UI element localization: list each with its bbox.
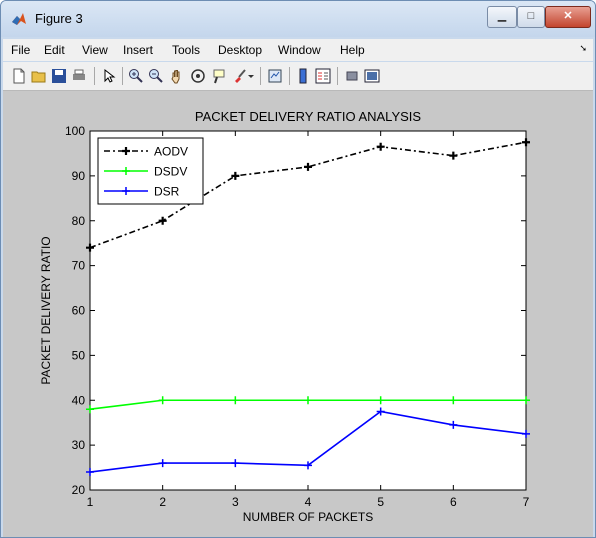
rotate-3d-icon[interactable]	[190, 68, 206, 84]
menu-help[interactable]: Help	[340, 43, 365, 57]
hide-plot-tools-icon[interactable]	[344, 68, 360, 84]
data-point-dsdv	[449, 396, 458, 405]
y-tick-label: 30	[72, 438, 86, 452]
data-point-aodv	[86, 243, 94, 252]
y-tick-label: 90	[72, 169, 86, 183]
title-bar: Figure 3 ▁ □ ✕	[1, 1, 595, 37]
data-point-dsdv	[376, 396, 385, 405]
data-point-aodv	[304, 162, 312, 171]
data-point-dsr	[158, 459, 167, 468]
data-point-dsr	[522, 429, 530, 438]
insert-legend-icon[interactable]	[315, 68, 331, 84]
link-plot-icon[interactable]	[267, 68, 283, 84]
data-point-aodv	[449, 151, 458, 160]
legend: AODV DSDV DSR	[97, 137, 204, 205]
menu-dock-arrow-icon[interactable]: ➘	[579, 43, 587, 53]
close-button[interactable]: ✕	[545, 6, 591, 28]
data-point-dsdv	[158, 396, 167, 405]
y-tick-label: 60	[72, 304, 86, 318]
y-tick-label: 20	[72, 483, 86, 497]
open-file-icon[interactable]	[31, 68, 47, 84]
menu-insert[interactable]: Insert	[123, 43, 154, 57]
show-plot-tools-icon[interactable]	[364, 68, 380, 84]
axis-ticks: 1 2 3 4 5 6 7 20 30 40 50 60 70 80 90 100	[65, 124, 530, 509]
maximize-button[interactable]: □	[517, 6, 545, 28]
pan-hand-icon[interactable]	[169, 68, 185, 84]
data-point-dsdv	[86, 405, 94, 414]
legend-label-aodv: AODV	[154, 145, 188, 159]
x-tick-label: 5	[377, 495, 384, 509]
edit-plot-arrow-icon[interactable]	[101, 68, 117, 84]
data-point-dsdv	[522, 396, 530, 405]
legend-marker-dsdv	[122, 167, 130, 175]
series-layer	[86, 138, 530, 477]
legend-marker-aodv	[122, 147, 130, 155]
x-tick-label: 6	[450, 495, 457, 509]
maximize-icon: □	[527, 10, 535, 22]
data-point-aodv	[231, 171, 240, 180]
data-point-dsr	[376, 407, 385, 416]
brush-icon[interactable]	[232, 68, 248, 84]
save-icon[interactable]	[51, 68, 67, 84]
figure-canvas: PACKET DELIVERY RATIO ANALYSIS NUMBER OF…	[3, 91, 593, 537]
y-tick-label: 40	[72, 393, 86, 407]
x-tick-label: 2	[159, 495, 166, 509]
toolbar-separator	[122, 67, 123, 85]
data-point-dsr	[231, 459, 240, 468]
data-cursor-icon[interactable]	[211, 68, 227, 84]
data-point-aodv	[158, 216, 167, 225]
x-axis-label: NUMBER OF PACKETS	[243, 510, 373, 524]
y-axis-label: PACKET DELIVERY RATIO	[39, 236, 53, 384]
line-chart: PACKET DELIVERY RATIO ANALYSIS NUMBER OF…	[39, 109, 530, 524]
y-tick-label: 50	[72, 348, 86, 362]
minimize-button[interactable]: ▁	[487, 6, 517, 28]
toolbar-separator	[260, 67, 261, 85]
legend-label-dsr: DSR	[154, 185, 180, 199]
menu-desktop[interactable]: Desktop	[218, 43, 263, 57]
brush-dropdown-icon[interactable]	[247, 68, 255, 84]
data-point-aodv	[376, 142, 385, 151]
new-figure-icon[interactable]	[11, 68, 27, 84]
toolbar-separator	[337, 67, 338, 85]
menu-tools[interactable]: Tools	[172, 43, 201, 57]
x-tick-label: 3	[232, 495, 239, 509]
zoom-in-icon[interactable]	[128, 68, 144, 84]
data-point-dsdv	[304, 396, 312, 405]
menu-view[interactable]: View	[82, 43, 108, 57]
toolbar-separator	[289, 67, 290, 85]
matlab-logo-icon	[12, 13, 26, 25]
menu-edit[interactable]: Edit	[44, 43, 65, 57]
insert-colorbar-icon[interactable]	[295, 68, 311, 84]
data-point-dsr	[304, 461, 312, 470]
x-tick-label: 1	[87, 495, 94, 509]
toolbar-separator	[94, 67, 95, 85]
minimize-icon: ▁	[497, 10, 507, 22]
chart-title: PACKET DELIVERY RATIO ANALYSIS	[195, 109, 421, 124]
close-icon: ✕	[563, 10, 573, 22]
y-tick-label: 100	[65, 124, 85, 138]
window-title: Figure 3	[35, 11, 83, 26]
data-point-dsdv	[231, 396, 240, 405]
x-tick-label: 7	[523, 495, 530, 509]
figure-toolbar	[3, 62, 593, 91]
data-point-dsr	[86, 468, 94, 477]
legend-label-dsdv: DSDV	[154, 165, 187, 179]
legend-marker-dsr	[122, 187, 130, 195]
data-point-dsr	[449, 420, 458, 429]
data-point-aodv	[522, 138, 530, 147]
zoom-out-icon[interactable]	[148, 68, 164, 84]
y-tick-label: 80	[72, 214, 86, 228]
menu-window[interactable]: Window	[278, 43, 321, 57]
x-tick-label: 4	[305, 495, 312, 509]
menu-bar: File Edit View Insert Tools Desktop Wind…	[3, 39, 593, 61]
y-tick-label: 70	[72, 259, 86, 273]
print-icon[interactable]	[71, 68, 87, 84]
menu-file[interactable]: File	[11, 43, 31, 57]
